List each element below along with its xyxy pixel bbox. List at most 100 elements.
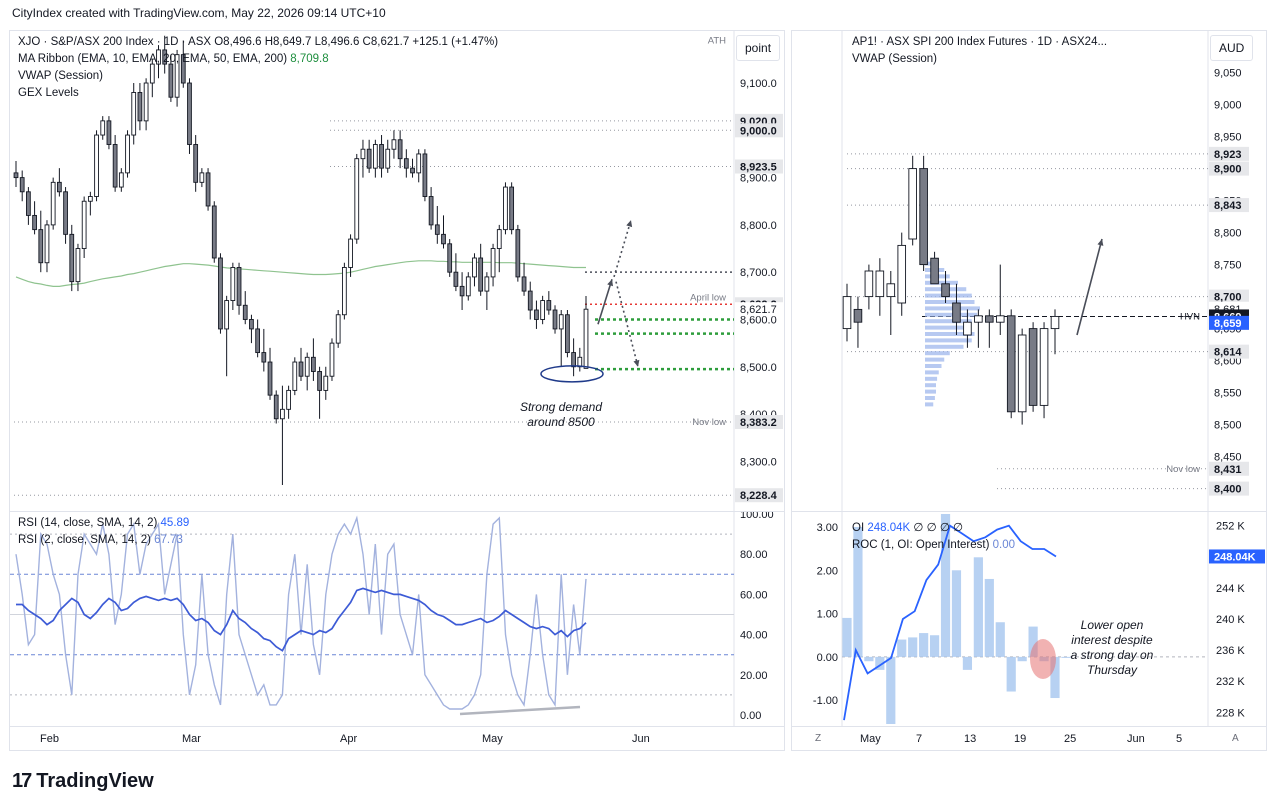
legend-row[interactable]: AP1! · ASX SPI 200 Index Futures · 1D · … (852, 34, 1107, 51)
bullish-extension-arrow (613, 219, 632, 278)
volume-profile-bar (925, 300, 975, 304)
candle (94, 134, 99, 197)
candle (558, 314, 564, 330)
level-label: ATH (708, 35, 726, 46)
candle (149, 63, 155, 84)
right-x-axis: May 7 13 19 25 Jun 5 (860, 733, 1182, 745)
futures-candle (1039, 328, 1049, 406)
candle (379, 144, 384, 169)
candle (515, 229, 521, 278)
futures-x-tick-label: 25 (1064, 733, 1076, 745)
legend-row[interactable]: OI 248.04K ∅ ∅ ∅ ∅ (852, 520, 1015, 537)
futures-candle (1028, 328, 1038, 406)
candle (335, 314, 341, 344)
legend-text: VWAP (Session) (852, 53, 937, 65)
candle (249, 319, 254, 330)
legend-row[interactable]: VWAP (Session) (18, 68, 498, 85)
roc-bar (984, 578, 994, 657)
price-tag (735, 488, 783, 503)
strong-demand-annotation: Strong demand around 8500 (506, 400, 616, 430)
zoom-z-button[interactable]: Z (815, 733, 822, 744)
volume-profile-bar (925, 338, 972, 343)
price-tag (735, 414, 783, 429)
unit-button-aud[interactable]: AUD (1210, 35, 1254, 61)
right-oi-panel[interactable]: -1.00 0.00 1.00 2.00 3.00 228 K 232 K 236 K 240 … (791, 511, 1267, 727)
right-price-panel[interactable]: HVN8,4008,4508,5008,5508,6008,6508,7008,… (791, 30, 1267, 512)
xjo-candlestick-chart[interactable]: 8,300.08,400.08,500.08,600.08,700.08,800… (10, 31, 784, 511)
futures-candle (886, 283, 896, 298)
legend-row[interactable]: MA Ribbon (EMA, 10, EMA, 20, EMA, 50, EM… (18, 51, 498, 68)
volume-profile-bar (925, 325, 969, 330)
rsi-chart[interactable]: 0.00 20.00 40.00 60.00 80.00 100.00 (10, 512, 784, 726)
legend-row[interactable]: RSI (14, close, SMA, 14, 2) 45.89 (18, 515, 189, 532)
volume-profile-bar (925, 376, 938, 381)
candle (484, 276, 490, 292)
legend-text: 67.73 (154, 534, 183, 546)
futures-y-tick-label: 8,750 (1214, 260, 1242, 272)
volume-profile-bar (925, 389, 936, 394)
legend-row[interactable]: RSI (2, close, SMA, 14, 2) 67.73 (18, 532, 189, 549)
rsi-series-line (15, 515, 587, 710)
roc-bar (875, 656, 885, 670)
legend-row[interactable]: XJO · S&P/ASX 200 Index · 1D · ASX O8,49… (18, 34, 498, 51)
tradingview-logo[interactable]: 17 TradingView (12, 770, 154, 793)
candle (13, 172, 19, 179)
candle (174, 54, 180, 98)
unit-button-point[interactable]: point (736, 35, 781, 61)
y-tick-label: 8,700.0 (740, 267, 777, 279)
futures-price-tag (1209, 198, 1249, 213)
volume-profile-bar (925, 364, 942, 368)
right-time-axis[interactable]: May 7 13 19 25 Jun 5 Z A (791, 726, 1267, 751)
price-tag-label: 8,383.2 (740, 417, 777, 429)
candle (143, 82, 149, 122)
futures-y-tick-label: 8,550 (1214, 388, 1242, 400)
legend-text: MA Ribbon (EMA, 10, EMA, 20, EMA, 50, EM… (18, 53, 291, 65)
candle (81, 200, 87, 249)
candle (527, 290, 533, 311)
legend-row[interactable]: GEX Levels (18, 85, 498, 102)
futures-y-tick-label: 8,500 (1214, 420, 1242, 432)
futures-candle (995, 315, 1005, 323)
rsi-y-tick-label: 80.00 (740, 549, 768, 561)
oi-y-tick-label: 252 K (1216, 521, 1245, 533)
candle (323, 375, 329, 391)
candle (205, 172, 211, 207)
futures-candle (875, 270, 885, 298)
annotation-line: Strong demand (519, 400, 603, 414)
candle (19, 177, 25, 193)
futures-candle (864, 270, 874, 298)
futures-candle (853, 308, 863, 323)
legend-text: OI (852, 522, 868, 534)
futures-x-tick-label: 13 (964, 733, 976, 745)
futures-price-tag-label: 8,900 (1214, 164, 1242, 176)
roc-bar (962, 656, 973, 670)
auto-scale-a-button[interactable]: A (1232, 733, 1239, 744)
candle (490, 248, 496, 278)
legend-row[interactable]: ROC (1, OI: Open Interest) 0.00 (852, 537, 1015, 554)
futures-candle (941, 283, 950, 298)
volume-profile-bar (925, 319, 972, 324)
spi-futures-candlestick-chart[interactable]: HVN8,4008,4508,5008,5508,6008,6508,7008,… (792, 31, 1266, 511)
open-interest-chart[interactable]: -1.00 0.00 1.00 2.00 3.00 228 K 232 K 236 K 240 … (792, 512, 1266, 726)
futures-x-tick-label: Jun (1127, 733, 1145, 745)
roc-bar (908, 637, 918, 657)
demand-ellipse (540, 365, 604, 383)
candle (199, 172, 205, 183)
futures-candle (952, 302, 961, 323)
price-tag (735, 302, 783, 317)
candle (317, 371, 322, 391)
futures-x-tick-label: 5 (1176, 733, 1182, 745)
left-time-axis[interactable]: Feb Mar Apr May Jun (9, 726, 785, 751)
candle (366, 148, 372, 169)
left-rsi-panel[interactable]: 0.00 20.00 40.00 60.00 80.00 100.00 RSI (14, … (9, 511, 785, 727)
legend-text: RSI (2, close, SMA, 14, 2) (18, 534, 155, 546)
legend-row[interactable]: VWAP (Session) (852, 51, 1107, 68)
hvn-label: HVN (1180, 311, 1200, 322)
candle (552, 309, 558, 330)
candle (280, 408, 285, 420)
left-price-panel[interactable]: 8,300.08,400.08,500.08,600.08,700.08,800… (9, 30, 785, 512)
candle (571, 352, 576, 368)
rsi-series-line (16, 587, 587, 652)
futures-price-tag-label: 8,700 (1214, 292, 1242, 304)
legend-text: 0.00 (992, 539, 1015, 551)
